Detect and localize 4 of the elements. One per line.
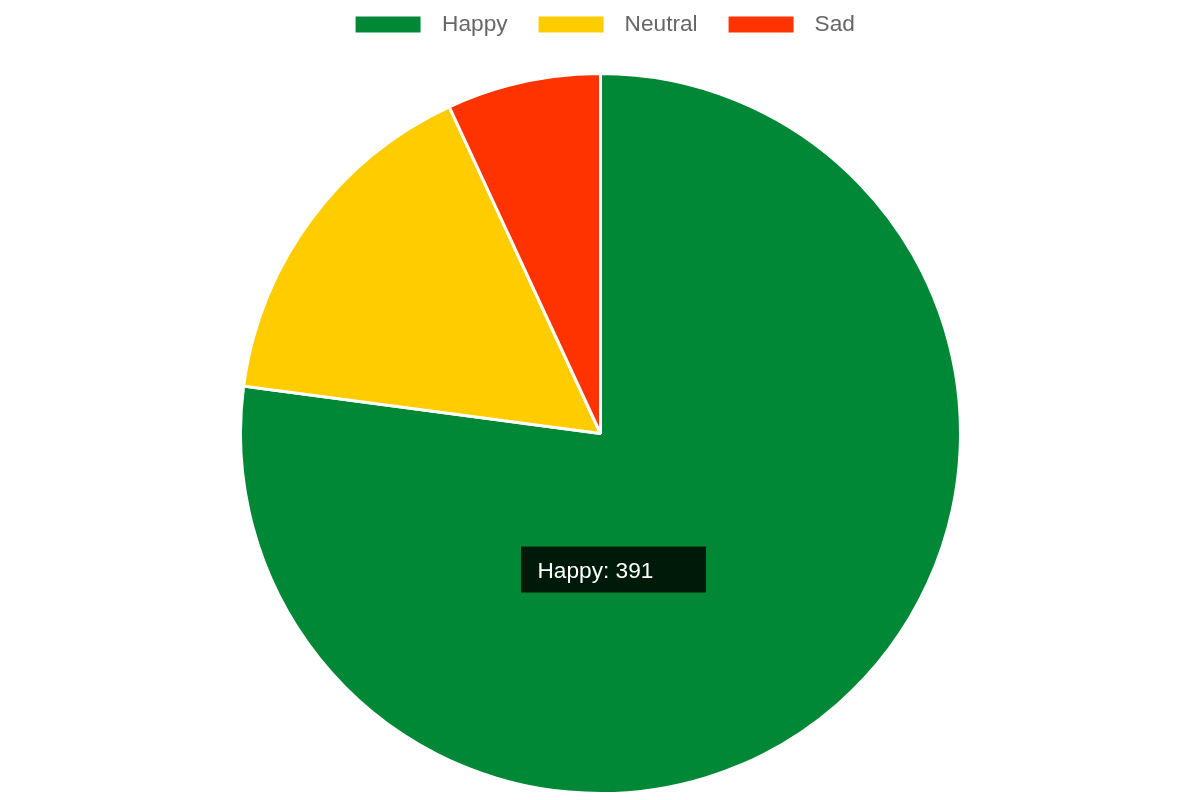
legend-label: Sad bbox=[814, 10, 855, 37]
text: Happy: 391 bbox=[537, 556, 654, 583]
legend-label: Happy bbox=[442, 10, 508, 37]
legend-label: Neutral bbox=[624, 10, 698, 37]
